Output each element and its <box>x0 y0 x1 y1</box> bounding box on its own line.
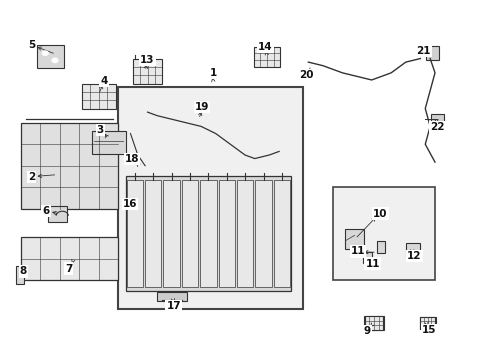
Text: 11: 11 <box>351 247 365 256</box>
Text: 13: 13 <box>140 55 155 65</box>
Text: 22: 22 <box>430 122 445 132</box>
Bar <box>365 316 383 330</box>
Text: 16: 16 <box>123 199 137 209</box>
Bar <box>126 180 143 287</box>
Text: 3: 3 <box>97 125 104 135</box>
Text: 19: 19 <box>195 102 209 112</box>
Text: 17: 17 <box>167 301 181 311</box>
Bar <box>237 180 253 287</box>
Bar <box>376 241 385 253</box>
Circle shape <box>42 51 48 55</box>
Text: 4: 4 <box>100 76 107 86</box>
Bar <box>37 45 64 68</box>
Bar <box>274 180 290 287</box>
Bar <box>420 317 436 329</box>
Bar <box>21 237 118 280</box>
Text: 8: 8 <box>20 266 27 276</box>
Text: 20: 20 <box>298 70 313 80</box>
Bar <box>133 59 162 84</box>
Bar <box>345 229 365 249</box>
Text: 18: 18 <box>125 154 139 164</box>
Text: 7: 7 <box>65 264 73 274</box>
Bar <box>253 47 280 67</box>
Bar <box>431 114 443 125</box>
Bar <box>131 195 140 208</box>
Bar <box>82 84 116 109</box>
Text: 6: 6 <box>43 206 50 216</box>
Bar <box>182 180 198 287</box>
Text: 21: 21 <box>416 46 431 56</box>
Bar <box>426 46 439 60</box>
Text: 1: 1 <box>210 68 217 78</box>
Bar <box>125 176 291 291</box>
Text: 12: 12 <box>407 251 422 261</box>
Bar <box>145 180 162 287</box>
Bar <box>16 266 24 284</box>
Bar <box>21 123 118 208</box>
Bar <box>365 316 384 330</box>
Bar <box>200 180 217 287</box>
Bar <box>48 206 67 222</box>
Bar <box>219 180 235 287</box>
Text: 15: 15 <box>422 325 437 335</box>
Bar <box>164 180 180 287</box>
Bar <box>157 292 187 301</box>
Text: 5: 5 <box>28 40 35 50</box>
Bar <box>333 187 435 280</box>
Text: 14: 14 <box>258 42 273 52</box>
Bar <box>363 252 372 263</box>
Text: 10: 10 <box>373 208 388 219</box>
Bar <box>420 317 435 329</box>
Bar <box>92 131 125 154</box>
Bar <box>406 243 420 257</box>
Text: 11: 11 <box>366 258 380 269</box>
Bar <box>118 87 303 309</box>
Bar <box>255 180 272 287</box>
Text: 2: 2 <box>28 172 35 182</box>
Circle shape <box>52 58 58 63</box>
Text: 9: 9 <box>363 326 370 336</box>
